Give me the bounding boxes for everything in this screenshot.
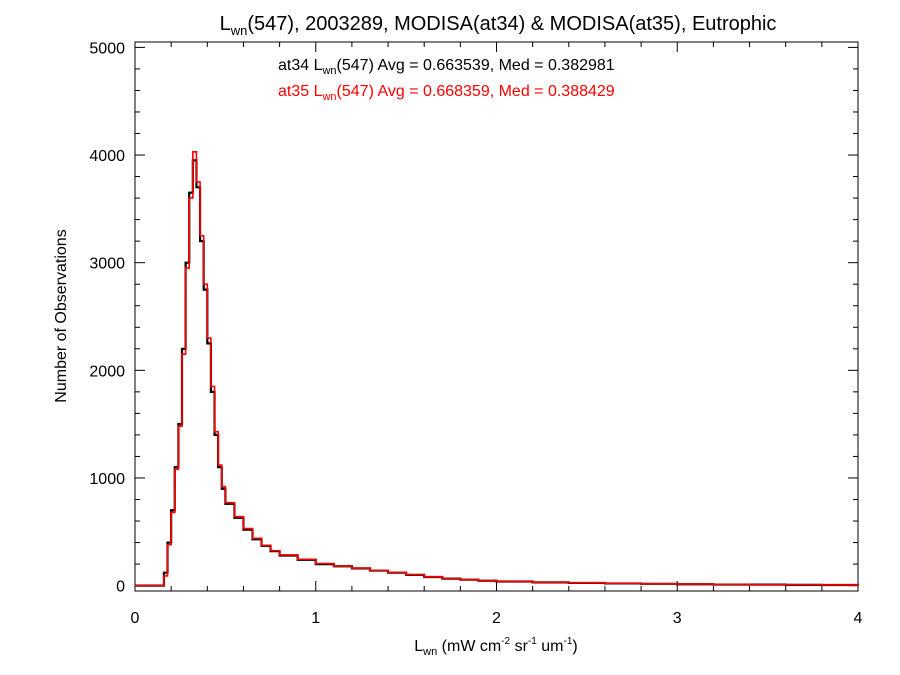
x-axis-label-sup1: -2 bbox=[501, 636, 510, 647]
x-tick-label: 0 bbox=[131, 610, 140, 627]
y-tick-label: 2000 bbox=[89, 363, 125, 380]
y-tick-label: 5000 bbox=[89, 40, 125, 57]
x-tick-label: 1 bbox=[311, 610, 320, 627]
annotation-at35-suffix: (547) Avg = 0.668359, Med = 0.388429 bbox=[337, 83, 615, 100]
x-tick-label: 2 bbox=[492, 610, 501, 627]
plot-frame bbox=[134, 41, 859, 592]
x-axis-label-mid1: sr bbox=[510, 638, 528, 655]
y-tick-label: 1000 bbox=[89, 471, 125, 488]
y-tick-label: 4000 bbox=[89, 148, 125, 165]
x-axis-label-post: ) bbox=[572, 638, 577, 655]
annotation-at35-prefix: at35 L bbox=[278, 83, 323, 100]
x-tick-label: 4 bbox=[854, 610, 863, 627]
chart-title-rest: (547), 2003289, MODISA(at34) & MODISA(at… bbox=[247, 13, 776, 35]
y-axis-label: Number of Observations bbox=[53, 229, 70, 402]
series-layer bbox=[135, 151, 860, 587]
annotation-at34-prefix: at34 L bbox=[278, 57, 323, 74]
x-axis-label-sub: wn bbox=[422, 646, 437, 658]
chart-title-sub: wn bbox=[230, 23, 248, 38]
x-axis-label-main: L bbox=[414, 638, 423, 655]
x-axis-label-sup3: -1 bbox=[563, 636, 572, 647]
x-axis-ticks: 0 1 2 3 4 bbox=[131, 42, 863, 627]
y-tick-label: 3000 bbox=[89, 256, 125, 273]
series-line-at35 bbox=[135, 151, 859, 587]
chart-title: Lwn(547), 2003289, MODISA(at34) & MODISA… bbox=[220, 13, 777, 38]
annotation-at35: at35 Lwn(547) Avg = 0.668359, Med = 0.38… bbox=[278, 83, 615, 103]
y-tick-label: 0 bbox=[116, 579, 125, 596]
x-axis-label: Lwn (mW cm-2 sr-1 um-1) bbox=[414, 636, 577, 658]
y-axis-ticks: 0 1000 2000 3000 4000 5000 bbox=[89, 40, 858, 596]
annotation-at34-suffix: (547) Avg = 0.663539, Med = 0.382981 bbox=[337, 57, 615, 74]
annotation-at34: at34 Lwn(547) Avg = 0.663539, Med = 0.38… bbox=[278, 57, 615, 77]
x-axis-label-mid2: um bbox=[537, 638, 564, 655]
chart-title-main: L bbox=[220, 13, 231, 35]
x-tick-label: 3 bbox=[673, 610, 682, 627]
x-axis-label-pre: (mW cm bbox=[437, 638, 501, 655]
annotation-at34-sub: wn bbox=[321, 65, 336, 77]
x-axis-label-sup2: -1 bbox=[528, 636, 537, 647]
annotation-at35-sub: wn bbox=[321, 91, 336, 103]
